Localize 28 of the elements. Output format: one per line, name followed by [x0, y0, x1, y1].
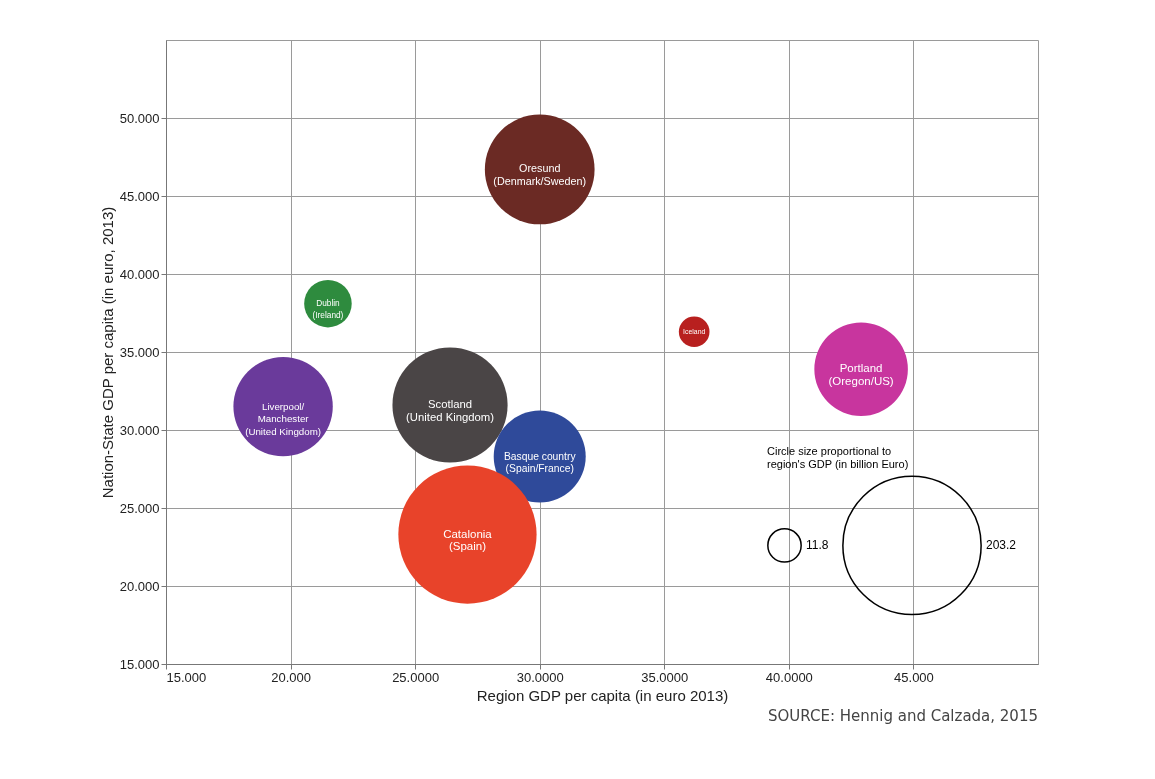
y-axis-title: Nation-State GDP per capita (in euro, 2013) — [98, 206, 116, 499]
y-tick-label: 15.000 — [119, 656, 160, 672]
y-tick-label: 40.000 — [119, 266, 160, 282]
x-tick-label: 25.0000 — [392, 669, 440, 685]
y-tick-label: 35.000 — [119, 344, 160, 360]
series-label: Oresund (Denmark/Sweden) — [493, 162, 587, 187]
series-label: Dublin (Ireland) — [312, 297, 344, 321]
x-tick-label: 45.000 — [894, 669, 934, 685]
series-label: Basque country (Spain/France) — [503, 450, 577, 475]
legend-label: 203.2 — [986, 538, 1017, 553]
y-tick-label: 20.000 — [119, 578, 160, 594]
series-label: Scotland (United Kingdom) — [406, 398, 495, 423]
y-tick-label: 50.000 — [119, 110, 160, 126]
x-axis-title: Region GDP per capita (in euro 2013) — [476, 686, 729, 704]
series-label: Liverpool/Manchester (United Kingdom) — [245, 400, 322, 437]
x-tick-label: 20.000 — [271, 669, 311, 685]
x-tick-label: 35.0000 — [641, 669, 689, 685]
y-tick-label: 30.000 — [119, 422, 160, 438]
source-note: SOURCE: Hennig and Calzada, 2015 — [767, 707, 1038, 725]
series-label: Portland (Oregon/US) — [828, 362, 894, 387]
x-tick-label: 40.0000 — [765, 669, 813, 685]
legend-label: 11.8 — [806, 538, 829, 553]
series-label: Catalonia (Spain) — [443, 527, 493, 553]
y-tick-label: 25.000 — [119, 500, 160, 516]
x-tick-label: 30.0000 — [516, 669, 564, 685]
y-tick-label: 45.000 — [119, 188, 160, 204]
x-tick-label: 15.000 — [166, 669, 207, 685]
legend-title: Circle size proportional to region's GDP (in billion Euro) — [767, 445, 909, 470]
